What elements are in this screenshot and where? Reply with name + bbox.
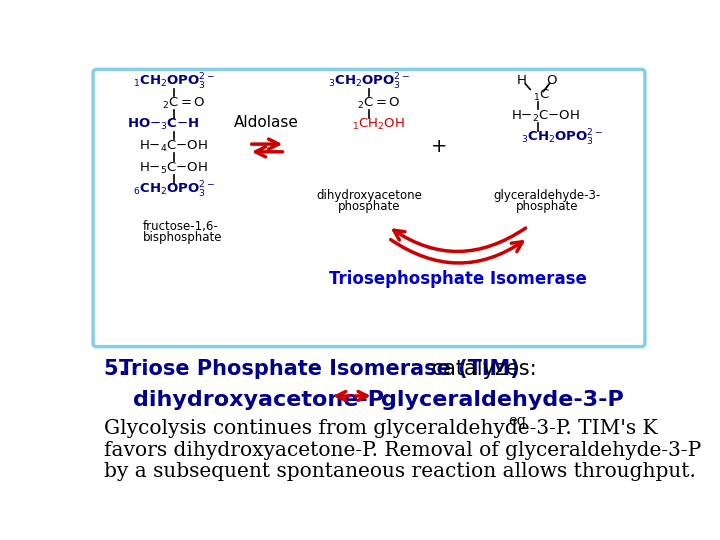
- Text: H$-_4$C$-$OH: H$-_4$C$-$OH: [139, 139, 207, 154]
- Text: HO$-_3$C$-$H: HO$-_3$C$-$H: [127, 117, 199, 132]
- Text: H$-_5$C$-$OH: H$-_5$C$-$OH: [139, 160, 207, 176]
- Text: dihydroxyacetone-P: dihydroxyacetone-P: [132, 390, 384, 410]
- Text: Triose Phosphate Isomerase (TIM): Triose Phosphate Isomerase (TIM): [120, 359, 521, 379]
- FancyBboxPatch shape: [93, 70, 645, 347]
- Text: phosphate: phosphate: [516, 200, 578, 213]
- Text: 5.: 5.: [104, 359, 134, 379]
- Text: $_3$CH$_2$OPO$_3^{2-}$: $_3$CH$_2$OPO$_3^{2-}$: [328, 72, 410, 92]
- FancyArrowPatch shape: [391, 240, 523, 263]
- Text: phosphate: phosphate: [338, 200, 400, 213]
- Text: $_2$C$=$O: $_2$C$=$O: [357, 96, 401, 111]
- Text: $_1$C: $_1$C: [534, 88, 550, 103]
- Text: $_2$C$=$O: $_2$C$=$O: [162, 96, 206, 111]
- Text: H: H: [517, 73, 526, 87]
- Text: Glycolysis continues from glyceraldehyde-3-P. TIM's K: Glycolysis continues from glyceraldehyde…: [104, 419, 657, 438]
- Text: bisphosphate: bisphosphate: [143, 231, 222, 244]
- Text: favors dihydroxyacetone-P. Removal of glyceraldehyde-3-P: favors dihydroxyacetone-P. Removal of gl…: [104, 441, 701, 460]
- Text: Triosephosphate Isomerase: Triosephosphate Isomerase: [329, 270, 587, 288]
- Text: $_1$CH$_2$OPO$_3^{2-}$: $_1$CH$_2$OPO$_3^{2-}$: [132, 72, 215, 92]
- Text: $_1$CH$_2$OH: $_1$CH$_2$OH: [352, 117, 405, 132]
- Text: catalyzes:: catalyzes:: [425, 359, 536, 379]
- Text: H$-_2$C$-$OH: H$-_2$C$-$OH: [510, 109, 580, 124]
- Text: O: O: [546, 73, 557, 87]
- Text: fructose-1,6-: fructose-1,6-: [143, 220, 218, 233]
- Text: $_3$CH$_2$OPO$_3^{2-}$: $_3$CH$_2$OPO$_3^{2-}$: [521, 128, 603, 148]
- Text: eq: eq: [508, 414, 526, 428]
- Text: glyceraldehyde-3-P: glyceraldehyde-3-P: [382, 390, 624, 410]
- Text: +: +: [431, 137, 447, 156]
- Text: Aldolase: Aldolase: [234, 115, 299, 130]
- Text: $_6$CH$_2$OPO$_3^{2-}$: $_6$CH$_2$OPO$_3^{2-}$: [132, 179, 215, 200]
- FancyArrowPatch shape: [394, 228, 526, 252]
- Text: glyceraldehyde-3-: glyceraldehyde-3-: [494, 189, 601, 202]
- Text: by a subsequent spontaneous reaction allows throughput.: by a subsequent spontaneous reaction all…: [104, 462, 696, 481]
- Text: dihydroxyacetone: dihydroxyacetone: [316, 189, 422, 202]
